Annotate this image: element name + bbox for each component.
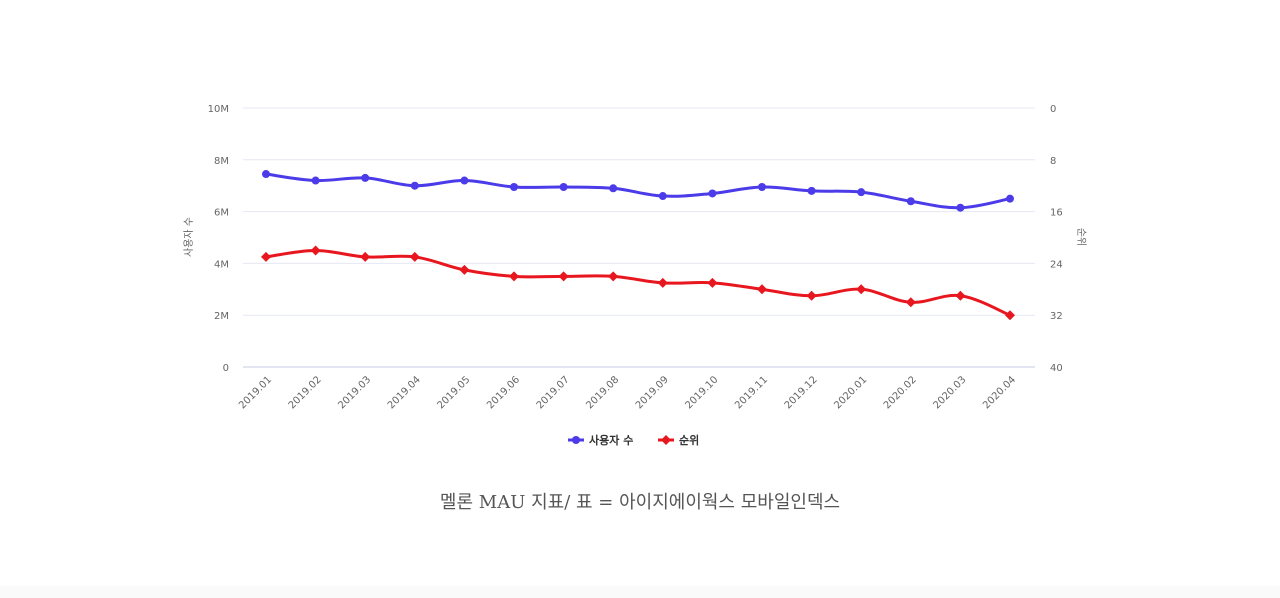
left-tick-label: 10M (208, 104, 229, 115)
data-point[interactable] (410, 181, 419, 190)
data-point[interactable] (509, 271, 519, 282)
left-tick-label: 6M (214, 208, 229, 219)
x-tick-label: 2020.04 (981, 374, 1018, 411)
data-point[interactable] (956, 203, 965, 212)
right-tick-label: 32 (1050, 311, 1063, 322)
data-point[interactable] (608, 271, 619, 282)
right-tick-label: 40 (1050, 363, 1063, 374)
legend-label: 사용자 수 (589, 433, 633, 447)
chart-caption: 멜론 MAU 지표/ 표 = 아이지에이웍스 모바일인덱스 (439, 492, 841, 513)
page-bottom-strip (0, 586, 1280, 598)
x-tick-label: 2019.03 (336, 374, 373, 411)
data-point[interactable] (360, 251, 371, 262)
series-layer (261, 170, 1015, 321)
left-tick-label: 4M (214, 259, 229, 270)
right-tick-label: 0 (1050, 104, 1056, 115)
data-point[interactable] (310, 245, 321, 256)
data-point[interactable] (857, 188, 866, 197)
x-tick-label: 2019.04 (386, 374, 423, 411)
legend-marker (661, 435, 671, 445)
data-point[interactable] (657, 277, 668, 288)
data-point[interactable] (262, 170, 270, 179)
data-point[interactable] (609, 184, 618, 193)
data-point[interactable] (460, 176, 469, 185)
data-point[interactable] (510, 182, 518, 191)
left-tick-label: 2M (214, 311, 229, 322)
right-tick-label: 8 (1050, 156, 1056, 167)
left-axis-ticks: 0 2M 4M 6M 8M 10M (208, 104, 229, 374)
x-tick-label: 2019.08 (584, 374, 621, 411)
x-axis-ticks: 2019.01 2019.02 2019.03 2019.04 2019.05 2019.… (237, 374, 1018, 411)
left-axis-title: 사용자 수 (183, 217, 195, 257)
x-tick-label: 2019.07 (535, 374, 572, 411)
data-point[interactable] (708, 189, 717, 198)
series-line (265, 172, 1011, 210)
grid-lines (243, 107, 1035, 368)
data-point[interactable] (906, 197, 915, 206)
x-tick-label: 2020.03 (931, 374, 968, 411)
x-tick-label: 2019.11 (733, 374, 770, 411)
legend[interactable]: 사용자 수 순위 (568, 433, 699, 447)
data-point[interactable] (807, 186, 816, 195)
data-point[interactable] (261, 251, 271, 262)
data-point[interactable] (757, 284, 767, 295)
x-tick-label: 2019.05 (435, 374, 472, 411)
data-point[interactable] (658, 192, 667, 201)
x-tick-label: 2019.02 (287, 374, 324, 411)
right-axis-ticks: 0 8 16 24 32 40 (1050, 104, 1063, 374)
data-point[interactable] (1005, 310, 1015, 321)
data-point[interactable] (409, 251, 420, 262)
x-tick-label: 2020.02 (882, 374, 919, 411)
x-tick-label: 2019.06 (485, 374, 522, 411)
data-point[interactable] (856, 284, 867, 295)
series-2 (261, 245, 1015, 321)
left-tick-label: 8M (214, 156, 229, 167)
legend-item-2[interactable]: 순위 (658, 434, 699, 447)
data-point[interactable] (905, 297, 916, 308)
right-tick-label: 24 (1050, 259, 1063, 270)
x-tick-label: 2019.09 (634, 374, 671, 411)
x-tick-label: 2019.10 (683, 374, 720, 411)
legend-item-1[interactable]: 사용자 수 (568, 433, 633, 447)
data-point[interactable] (311, 176, 320, 185)
right-axis-title: 순위 (1075, 228, 1088, 246)
data-point[interactable] (806, 290, 817, 301)
data-point[interactable] (459, 264, 470, 275)
data-point[interactable] (558, 271, 569, 282)
data-point[interactable] (955, 290, 966, 301)
series-line (265, 248, 1011, 317)
x-tick-label: 2019.12 (783, 374, 820, 411)
data-point[interactable] (1006, 194, 1014, 203)
data-point[interactable] (707, 277, 718, 288)
legend-marker (572, 436, 580, 444)
x-tick-label: 2019.01 (237, 374, 274, 411)
data-point[interactable] (361, 173, 370, 182)
right-tick-label: 16 (1050, 208, 1063, 219)
legend-label: 순위 (679, 434, 699, 447)
data-point[interactable] (758, 182, 766, 191)
x-tick-label: 2020.01 (832, 374, 869, 411)
left-tick-label: 0 (223, 363, 229, 374)
data-point[interactable] (559, 182, 568, 191)
series-1 (262, 170, 1014, 212)
